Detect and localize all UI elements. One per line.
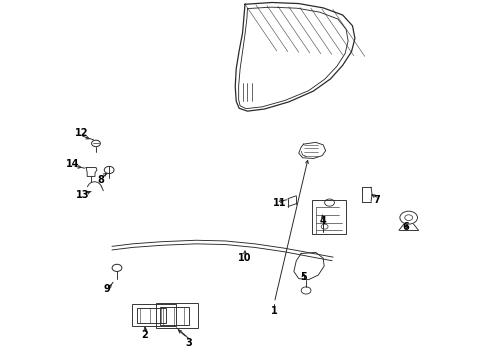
Text: 3: 3	[185, 338, 192, 348]
Text: 4: 4	[320, 216, 326, 226]
Text: 2: 2	[142, 330, 148, 340]
Text: 8: 8	[98, 175, 104, 185]
Text: 6: 6	[403, 222, 410, 231]
Text: 10: 10	[238, 253, 252, 263]
Text: 14: 14	[66, 159, 80, 169]
Text: 7: 7	[373, 195, 380, 205]
Text: 12: 12	[74, 129, 88, 138]
Text: 1: 1	[271, 306, 278, 316]
Text: 13: 13	[76, 190, 90, 200]
Text: 11: 11	[272, 198, 286, 208]
Text: 5: 5	[300, 272, 307, 282]
Text: 9: 9	[104, 284, 111, 294]
